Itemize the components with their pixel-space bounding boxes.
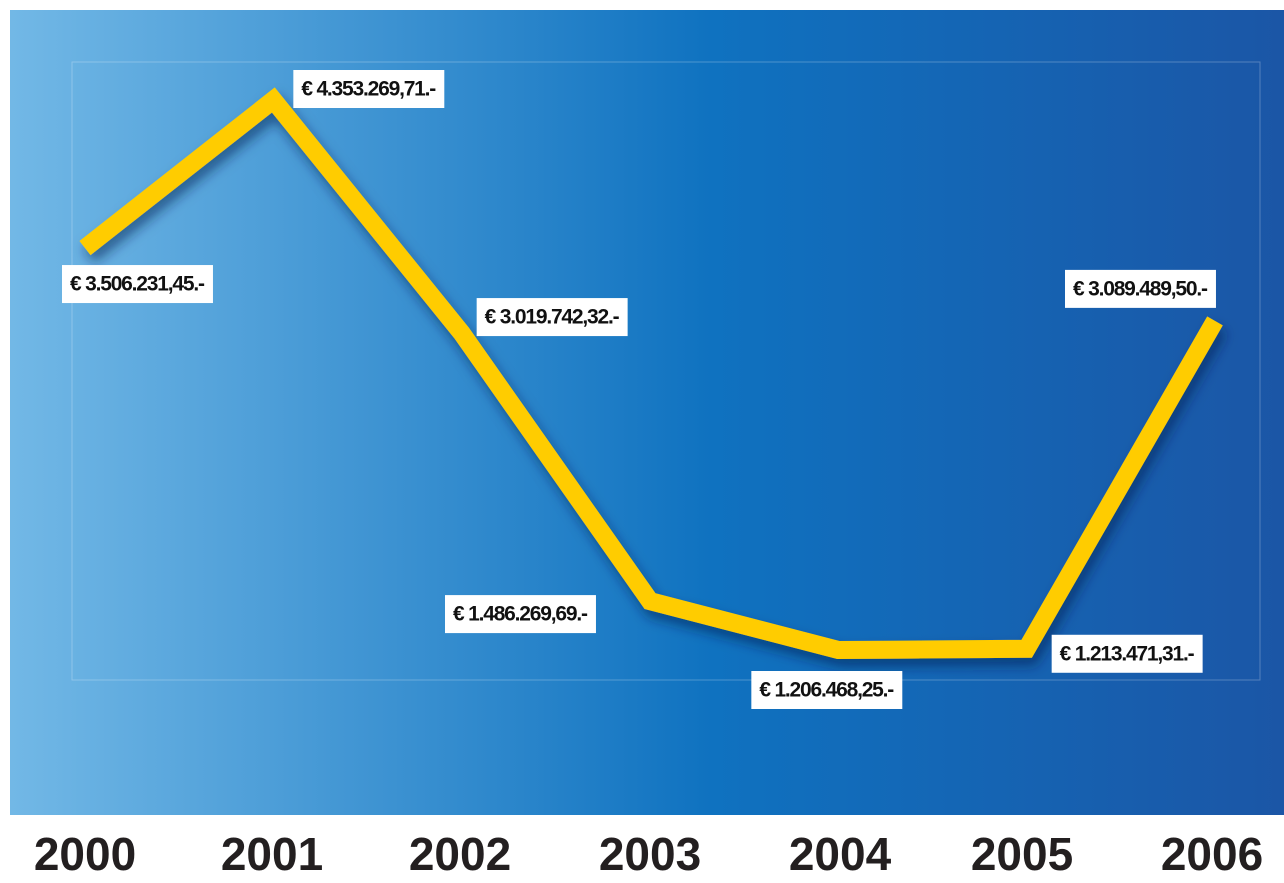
value-label-box [476, 298, 628, 337]
value-label: € 1.486.269,69.- [453, 603, 588, 626]
value-label: € 3.506.231,45.- [70, 273, 205, 296]
value-label-box [293, 70, 445, 108]
value-label: € 4.353.269,71.- [301, 78, 436, 101]
value-label-box [445, 595, 596, 634]
value-label: € 1.206.468,25.- [759, 679, 894, 702]
value-label: € 3.089.489,50.- [1073, 277, 1208, 300]
x-tick-label: 2005 [971, 828, 1073, 880]
value-label-box [1065, 269, 1216, 308]
data-line [79, 87, 1223, 660]
x-tick-label: 2003 [599, 828, 701, 880]
x-tick-label: 2006 [1161, 828, 1263, 880]
value-label: € 3.019.742,32.- [485, 306, 620, 329]
value-label: € 1.213.471,31.- [1060, 642, 1195, 665]
value-label-box [751, 671, 903, 709]
x-tick-label: 2004 [789, 828, 892, 880]
x-tick-label: 2000 [34, 828, 136, 880]
value-label-box [62, 265, 213, 304]
x-tick-label: 2002 [409, 828, 511, 880]
x-tick-label: 2001 [221, 828, 323, 880]
plot-frame [71, 61, 1261, 681]
plot-background [10, 10, 1284, 815]
value-label-box [1051, 634, 1203, 673]
